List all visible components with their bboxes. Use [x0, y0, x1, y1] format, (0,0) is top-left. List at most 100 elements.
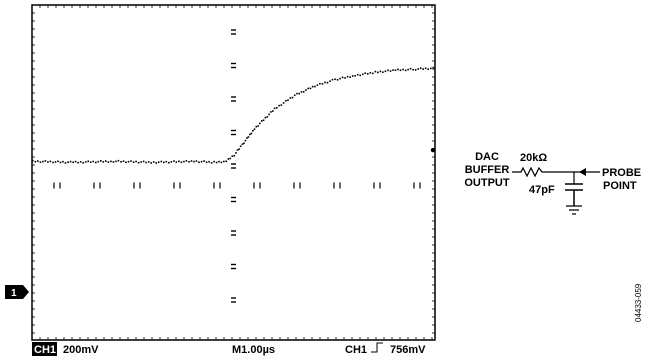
- trace-sample: [359, 74, 361, 77]
- trace-sample: [170, 161, 173, 163]
- trace-sample: [200, 160, 203, 163]
- trace-sample: [266, 116, 269, 118]
- trace-sample: [339, 77, 341, 80]
- trace-sample: [89, 161, 92, 163]
- trace-sample: [372, 72, 374, 75]
- trace-sample: [100, 160, 102, 162]
- trace-sample: [62, 160, 64, 163]
- trace-sample: [268, 113, 270, 116]
- trace-sample: [264, 116, 267, 119]
- trace-sample: [270, 111, 272, 113]
- trace-sample: [255, 125, 258, 128]
- trace-sample: [243, 142, 245, 145]
- source-label-line-2: BUFFER: [465, 164, 510, 176]
- trace-sample: [374, 70, 377, 73]
- trace-sample: [213, 160, 215, 163]
- trace-sample: [289, 97, 292, 99]
- volts-per-div: 200mV: [63, 344, 99, 356]
- trace-sample: [152, 161, 155, 163]
- probe-label-line-2: POINT: [603, 180, 637, 192]
- trace-sample: [276, 107, 278, 109]
- resistor-value: 20kΩ: [520, 152, 547, 164]
- trace-sample: [262, 119, 265, 121]
- trace-sample: [59, 161, 62, 164]
- trace-sample: [300, 91, 303, 93]
- trace-sample: [384, 70, 387, 73]
- trace-sample: [305, 89, 307, 91]
- trace-sample: [257, 125, 259, 127]
- trace-sample: [316, 84, 319, 86]
- trace-sample: [291, 96, 294, 99]
- probe-label-line-1: PROBE: [602, 167, 641, 179]
- trace-sample: [84, 161, 87, 163]
- trace-sample: [120, 161, 122, 163]
- trace-sample: [314, 85, 316, 88]
- trace-sample: [69, 160, 72, 163]
- trace-sample: [173, 160, 175, 162]
- trace-sample: [178, 160, 180, 163]
- capacitor-value: 47pF: [529, 184, 555, 196]
- trace-sample: [147, 161, 150, 163]
- trace-sample: [253, 128, 256, 130]
- trace-sample: [125, 161, 127, 164]
- trace-sample: [407, 68, 409, 71]
- trace-sample: [208, 160, 210, 163]
- trace-sample: [392, 69, 394, 71]
- trace-sample: [239, 145, 242, 148]
- trace-sample: [195, 160, 198, 162]
- scope-frame: [31, 4, 436, 341]
- trace-sample: [287, 99, 289, 101]
- trace-sample: [168, 161, 170, 164]
- trace-sample: [225, 160, 227, 163]
- trace-sample: [183, 160, 185, 163]
- trace-sample: [379, 70, 382, 73]
- channel-badge-bg: [32, 342, 57, 356]
- trace-sample: [326, 81, 329, 84]
- trace-sample: [142, 160, 145, 163]
- trace-sample: [336, 79, 339, 81]
- trace-sample: [82, 162, 84, 164]
- trace-sample: [190, 160, 193, 162]
- trace-sample: [285, 99, 287, 102]
- trace-sample: [160, 160, 163, 163]
- trace-sample: [92, 160, 95, 163]
- trace-sample: [110, 160, 112, 163]
- trace-sample: [331, 78, 334, 81]
- trace-sample: [278, 104, 280, 107]
- trace-sample: [215, 161, 218, 164]
- channel-1-marker: 1: [5, 285, 29, 299]
- trace-sample: [47, 161, 49, 163]
- resistor-symbol: [512, 166, 575, 184]
- trigger-channel: CH1: [345, 344, 367, 356]
- trace-sample: [223, 160, 225, 163]
- trace-sample: [329, 80, 331, 82]
- trace-sample: [382, 71, 384, 73]
- trace-sample: [54, 161, 57, 163]
- trace-sample: [42, 160, 44, 163]
- trace-sample: [427, 68, 429, 70]
- trace-sample: [419, 67, 422, 69]
- trace-sample: [163, 161, 165, 164]
- trace-sample: [238, 148, 240, 150]
- trace-sample: [259, 122, 261, 125]
- trace-sample: [135, 160, 137, 163]
- trace-sample: [399, 69, 402, 72]
- probe-arrow-icon: [579, 168, 586, 176]
- trace-sample: [296, 92, 298, 95]
- trace-sample: [412, 68, 414, 71]
- trace-sample: [432, 66, 435, 69]
- trace-sample: [155, 162, 157, 164]
- trace-sample: [409, 67, 412, 70]
- trace-sample: [244, 139, 247, 142]
- trace-sample: [150, 162, 152, 164]
- trace-sample: [404, 69, 407, 72]
- trace-sample: [95, 161, 97, 164]
- graticule-ticks: [32, 5, 435, 340]
- trace-sample: [231, 155, 234, 157]
- channel-badge: CH1: [34, 344, 56, 356]
- ground-symbol-icon: [566, 205, 582, 215]
- trace-sample: [369, 72, 372, 74]
- capacitor-symbol: [565, 183, 583, 206]
- trace-sample: [77, 161, 79, 164]
- trace-sample: [402, 68, 404, 71]
